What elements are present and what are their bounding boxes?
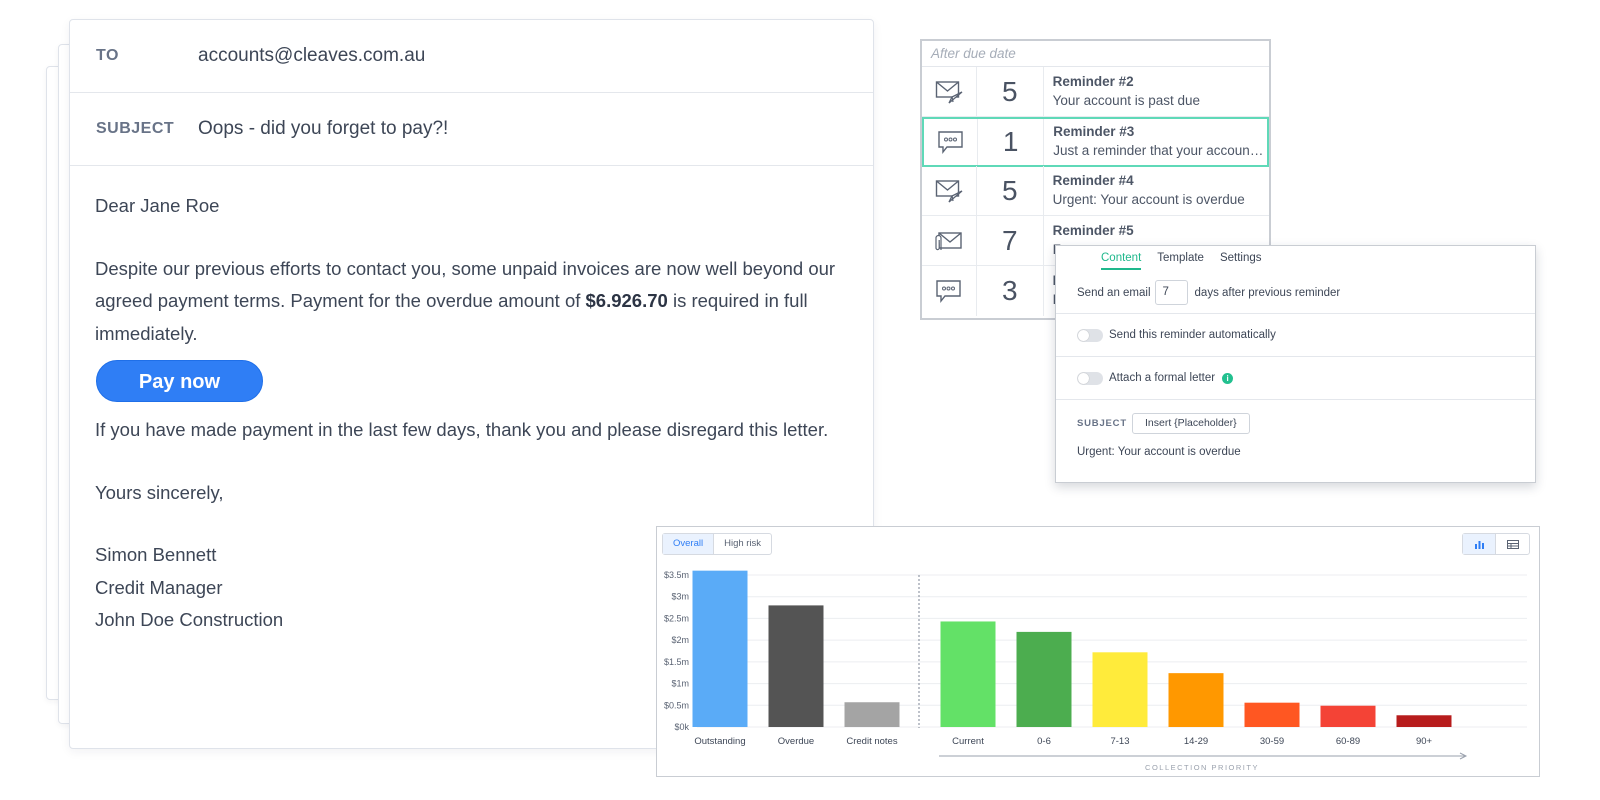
settings-subject-label: SUBJECT	[1077, 417, 1127, 429]
bar	[768, 605, 824, 727]
settings-subject-value[interactable]: Urgent: Your account is overdue	[1077, 446, 1241, 458]
pay-now-button[interactable]: Pay now	[96, 360, 263, 402]
signature-title: Credit Manager	[95, 576, 223, 598]
reminder-subtitle: Just a reminder that your account is ove…	[1053, 143, 1267, 158]
days-input[interactable]: 7	[1154, 280, 1188, 305]
bar	[1168, 673, 1224, 727]
reminder-days: 3	[977, 266, 1044, 316]
reminder-row[interactable]: 5 Reminder #2 Your account is past due	[922, 67, 1269, 117]
settings-tabs: Content Template Settings	[1056, 246, 1535, 272]
to-label: TO	[96, 47, 119, 64]
bar-chart: $0k $0.5m $1m $1.5m $2m $2.5m $3m $3.5m Outstand…	[664, 570, 1527, 772]
x-tick-label: Credit notes	[846, 736, 897, 747]
reminders-header: After due date	[922, 41, 1269, 67]
overdue-amount: $6.926.70	[585, 290, 668, 311]
reminder-title: Reminder #5	[1052, 222, 1134, 238]
signature-name: Simon Bennett	[95, 544, 217, 565]
x-tick-label: 30-59	[1260, 736, 1284, 747]
x-tick-label: Current	[952, 736, 984, 747]
chat-bubble-icon	[924, 119, 979, 165]
x-tick-label: Outstanding	[694, 736, 745, 747]
attachment-mail-icon	[922, 216, 977, 265]
greeting: Dear Jane Roe	[95, 195, 220, 216]
y-tick-label: $1m	[671, 679, 689, 689]
email-to-row: TO accounts@cleaves.com.au	[70, 20, 873, 93]
y-tick-label: $0.5m	[664, 700, 689, 710]
auto-send-toggle[interactable]	[1077, 328, 1103, 342]
subject-label: SUBJECT	[96, 120, 175, 137]
risk-filter-toggle: Overall High risk	[662, 533, 773, 555]
x-tick-label: 90+	[1416, 736, 1433, 747]
y-tick-label: $0k	[674, 722, 689, 732]
reminder-days: 7	[977, 216, 1044, 265]
collection-priority-label: COLLECTION PRIORITY	[1145, 763, 1259, 772]
y-tick-label: $2m	[671, 635, 689, 645]
body-paragraph-1: Despite our previous efforts to contact …	[95, 257, 836, 344]
reminder-subtitle: Your account is past due	[1052, 92, 1200, 108]
reminder-settings-panel: Content Template Settings Send an email …	[1055, 245, 1536, 483]
bar	[844, 702, 900, 727]
bar	[940, 621, 996, 727]
insert-placeholder-button[interactable]: Insert {Placeholder}	[1132, 412, 1250, 434]
x-tick-label: 7-13	[1110, 736, 1129, 747]
reminder-days: 1	[978, 119, 1045, 165]
formal-letter-row: Attach a formal letter i	[1056, 357, 1535, 400]
y-tick-label: $3m	[671, 592, 689, 602]
reminder-days: 5	[977, 166, 1044, 215]
x-tick-label: 60-89	[1336, 736, 1360, 747]
formal-letter-toggle[interactable]	[1077, 371, 1103, 385]
x-tick-label: 14-29	[1184, 736, 1208, 747]
view-toggle	[1462, 533, 1530, 555]
auto-send-label: Send this reminder automatically	[1109, 329, 1276, 341]
bar	[1320, 705, 1376, 727]
subject-value[interactable]: Oops - did you forget to pay?!	[198, 118, 449, 139]
seg-high-risk[interactable]: High risk	[724, 538, 762, 549]
reminder-row[interactable]: 5 Reminder #4 Urgent: Your account is ov…	[922, 166, 1269, 216]
signature-company: John Doe Construction	[95, 609, 284, 630]
tab-content[interactable]: Content	[1101, 246, 1142, 270]
tab-template[interactable]: Template	[1157, 252, 1204, 264]
y-tick-label: $1.5m	[664, 657, 689, 667]
paper-plane-mail-icon	[922, 67, 977, 116]
reminder-days: 5	[977, 67, 1044, 116]
table-icon[interactable]	[1496, 534, 1529, 554]
seg-overall[interactable]: Overall	[663, 534, 715, 554]
to-value[interactable]: accounts@cleaves.com.au	[198, 45, 426, 66]
info-icon[interactable]: i	[1222, 372, 1234, 384]
y-tick-label: $3.5m	[664, 570, 689, 580]
subject-row: SUBJECT Insert {Placeholder}	[1056, 400, 1535, 446]
body-paragraph-2: If you have made payment in the last few…	[95, 419, 829, 440]
x-tick-label: Overdue	[778, 736, 814, 747]
send-suffix: days after previous reminder	[1194, 286, 1341, 299]
priority-arrow-head	[1459, 752, 1468, 760]
collections-chart-panel: $0k $0.5m $1m $1.5m $2m $2.5m $3m $3.5m Outstand…	[656, 526, 1540, 777]
bar-chart-icon[interactable]	[1463, 534, 1496, 554]
closing: Yours sincerely,	[95, 481, 224, 503]
bar	[692, 570, 748, 727]
paper-plane-mail-icon	[922, 166, 977, 215]
send-prefix: Send an email	[1077, 286, 1151, 299]
x-tick-label: 0-6	[1037, 736, 1051, 747]
bar	[1016, 631, 1072, 727]
tab-settings[interactable]: Settings	[1219, 252, 1262, 264]
bar	[1092, 652, 1148, 727]
email-body: Dear Jane Roe Despite our previous effor…	[70, 166, 873, 637]
formal-letter-label: Attach a formal letter	[1109, 372, 1216, 384]
reminder-row-selected[interactable]: 1 Reminder #3 Just a reminder that your …	[922, 117, 1269, 167]
auto-send-row: Send this reminder automatically	[1056, 314, 1535, 357]
reminder-title: Reminder #4	[1052, 172, 1134, 188]
y-tick-label: $2.5m	[664, 613, 689, 623]
reminder-title: Reminder #2	[1052, 73, 1134, 89]
reminder-title: Reminder #3	[1053, 124, 1135, 139]
bar	[1396, 715, 1452, 727]
chat-bubble-icon	[922, 266, 977, 316]
email-subject-row: SUBJECT Oops - did you forget to pay?!	[70, 93, 873, 166]
reminder-subtitle: Urgent: Your account is overdue	[1052, 191, 1245, 207]
bar	[1244, 702, 1300, 727]
send-delay-row: Send an email 7 days after previous remi…	[1056, 272, 1535, 314]
